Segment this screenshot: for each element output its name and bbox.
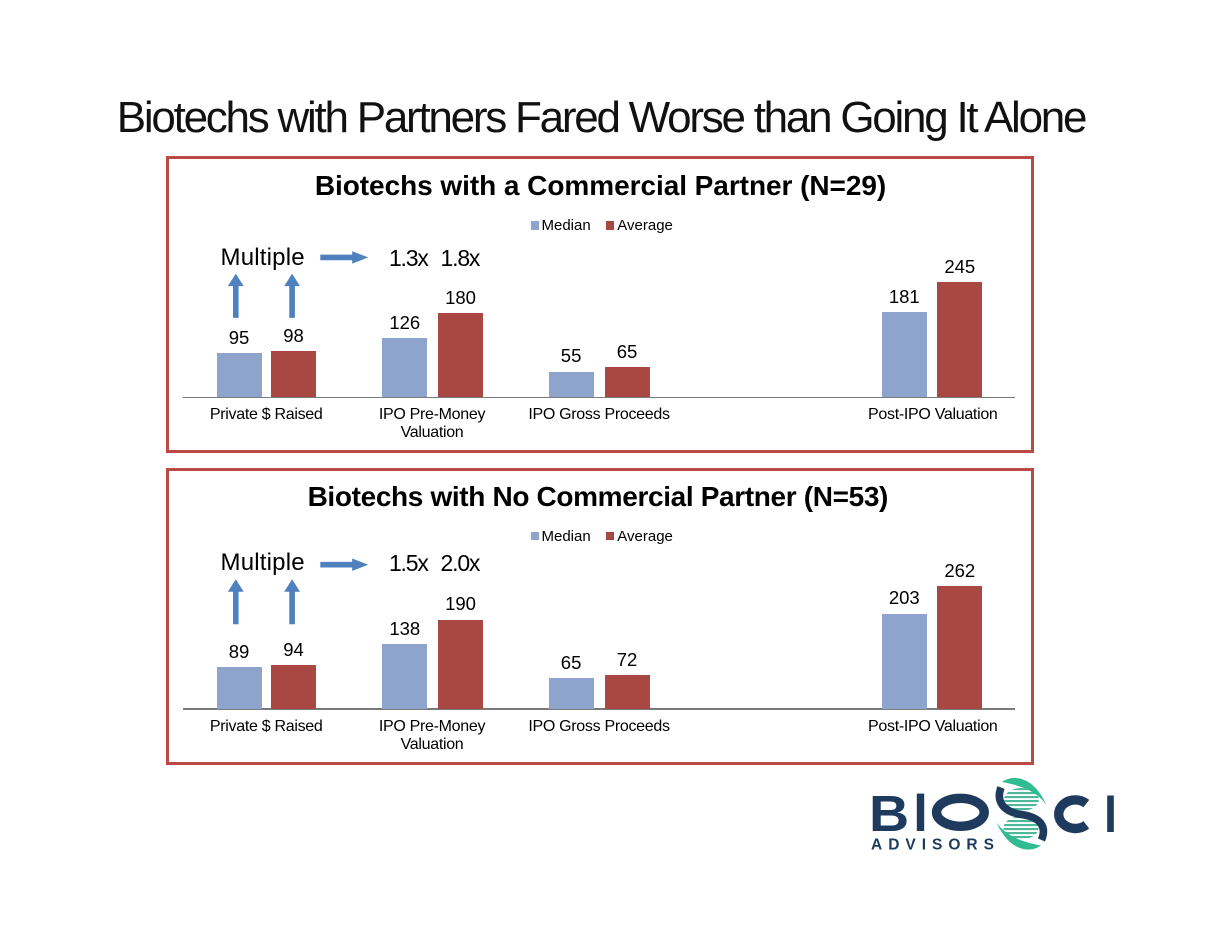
- svg-text:B: B: [869, 786, 909, 842]
- svg-text:ADVISORS: ADVISORS: [871, 836, 1000, 853]
